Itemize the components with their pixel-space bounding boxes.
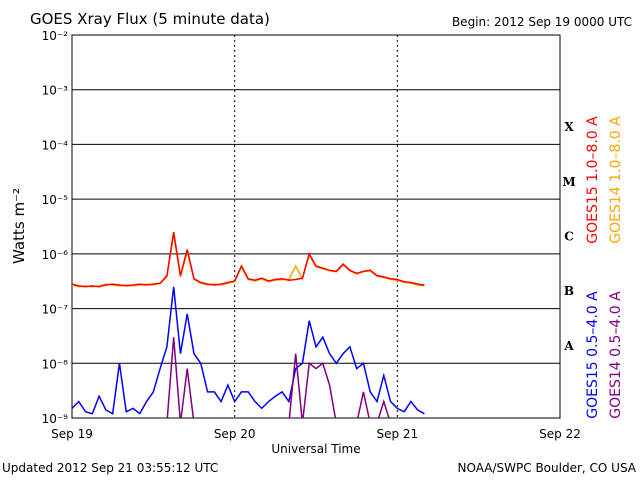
chart-title: GOES Xray Flux (5 minute data) (30, 10, 270, 28)
series-line (72, 231, 425, 288)
x-tick-label: Sep 21 (376, 427, 418, 441)
y-tick-label: 10⁻⁵ (42, 193, 69, 207)
plot-frame (71, 34, 561, 419)
legend-entry: GOES14 0.5–4.0 A (608, 291, 624, 419)
legend-entry: GOES14 1.0–8.0 A (608, 116, 624, 244)
chart-subtitle: Begin: 2012 Sep 19 0000 UTC (452, 15, 632, 29)
x-tick-label: Sep 20 (214, 427, 256, 441)
x-tick-label: Sep 19 (51, 427, 93, 441)
footer-left: Updated 2012 Sep 21 03:55:12 UTC (2, 461, 218, 475)
flare-class-label: C (564, 230, 574, 244)
y-tick-label: 10⁻⁷ (42, 303, 69, 317)
flare-class-label: A (563, 339, 574, 353)
x-tick-label: Sep 22 (539, 427, 581, 441)
footer-right: NOAA/SWPC Boulder, CO USA (458, 461, 637, 475)
series-line (166, 337, 390, 418)
y-tick-label: 10⁻³ (42, 84, 69, 98)
x-axis-label: Universal Time (271, 442, 360, 456)
legend-entry: GOES15 1.0–8.0 A (585, 116, 601, 244)
y-tick-label: 10⁻⁴ (42, 138, 69, 152)
series-line (72, 286, 425, 415)
y-tick-label: 10⁻⁶ (42, 248, 69, 262)
y-tick-label: 10⁻⁸ (42, 357, 69, 371)
legend-entry: GOES15 0.5–4.0 A (585, 291, 601, 419)
y-axis-label: Watts m⁻² (10, 188, 28, 264)
y-tick-label: 10⁻² (42, 29, 69, 43)
y-tick-label: 10⁻⁹ (42, 412, 69, 426)
plot-area (72, 231, 425, 418)
flare-class-label: M (562, 175, 575, 189)
flare-class-label: B (564, 284, 574, 298)
flare-class-label: X (564, 120, 574, 134)
